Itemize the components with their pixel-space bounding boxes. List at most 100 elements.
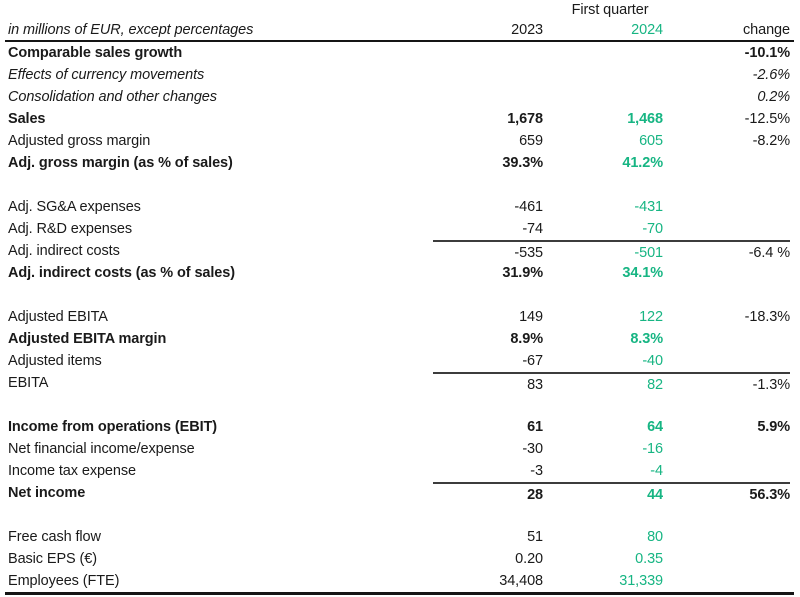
- table-row: Adj. indirect costs (as % of sales) 31.9…: [5, 262, 794, 284]
- row-right-pad: [790, 306, 794, 328]
- value-2023: -30: [522, 441, 543, 457]
- value-change: -2.6%: [752, 67, 790, 83]
- value-2024: 44: [543, 482, 663, 504]
- value-2023: 51: [527, 529, 543, 545]
- value-2023: -74: [522, 221, 543, 237]
- table-row: Adjusted EBITA 149 122 -18.3%: [5, 306, 794, 328]
- row-right-pad: [790, 438, 794, 460]
- row-label: EBITA: [8, 375, 49, 391]
- value-change: [663, 262, 790, 284]
- value-change: 5.9%: [757, 419, 790, 435]
- value-change: -1.3%: [663, 372, 790, 394]
- table-row: Employees (FTE) 34,408 31,339: [5, 570, 794, 592]
- table-row: Basic EPS (€) 0.20 0.35: [5, 548, 794, 570]
- table-row: Net financial income/expense -30 -16: [5, 438, 794, 460]
- value-change: [663, 438, 790, 460]
- row-right-pad: [790, 526, 794, 548]
- value-change: [663, 350, 790, 372]
- value-change: 0.2%: [757, 89, 790, 105]
- row-right-pad: [790, 196, 794, 218]
- row-label: Income from operations (EBIT): [8, 419, 217, 435]
- value-2024: 1,468: [627, 111, 663, 127]
- column-header-2023: 2023: [511, 22, 543, 38]
- row-right-pad: [790, 570, 794, 592]
- spacer-row: [5, 504, 794, 526]
- row-label: Adjusted items: [8, 353, 102, 369]
- table-row: Effects of currency movements -2.6%: [5, 64, 794, 86]
- row-right-pad: [790, 548, 794, 570]
- row-right-pad: [790, 152, 794, 174]
- value-change: -8.2%: [752, 133, 790, 149]
- row-right-pad: [790, 262, 794, 284]
- table-header-row: in millions of EUR, except percentages 2…: [5, 20, 794, 42]
- column-header-change: change: [743, 22, 790, 38]
- row-label: Adjusted EBITA: [8, 309, 108, 325]
- spacer-row: [5, 174, 794, 196]
- value-2024: 605: [639, 133, 663, 149]
- row-label: Net financial income/expense: [8, 441, 195, 457]
- value-2024: -431: [634, 199, 663, 215]
- table-row: Adj. R&D expenses -74 -70: [5, 218, 794, 240]
- value-change: [663, 328, 790, 350]
- column-header-2024: 2024: [631, 22, 663, 38]
- row-right-pad: [790, 350, 794, 372]
- row-right-pad: [790, 328, 794, 350]
- first-quarter-group-header: First quarter: [571, 2, 649, 18]
- value-change: -18.3%: [744, 309, 790, 325]
- table-row: Free cash flow 51 80: [5, 526, 794, 548]
- value-2024: [543, 42, 663, 64]
- row-label: Adj. indirect costs: [8, 243, 120, 259]
- unit-note-label: in millions of EUR, except percentages: [8, 22, 254, 38]
- table-row: Adjusted gross margin 659 605 -8.2%: [5, 130, 794, 152]
- value-2023: [433, 86, 543, 108]
- row-label: Sales: [8, 111, 46, 127]
- row-label: Net income: [8, 485, 86, 501]
- value-2023: [433, 42, 543, 64]
- value-change: [663, 196, 790, 218]
- row-right-pad: [790, 42, 794, 64]
- value-2023: 39.3%: [502, 155, 543, 171]
- table-row: Sales 1,678 1,468 -12.5%: [5, 108, 794, 130]
- value-2024: 31,339: [619, 573, 663, 589]
- spacer-row: [5, 394, 794, 416]
- value-2023: [433, 64, 543, 86]
- value-2024: 64: [647, 419, 663, 435]
- table-row: Adj. indirect costs -535 -501 -6.4 %: [5, 240, 794, 262]
- row-right-pad: [790, 240, 794, 262]
- row-label: Adjusted EBITA margin: [8, 331, 167, 347]
- value-2023: 31.9%: [502, 265, 543, 281]
- value-2023: -535: [433, 240, 543, 262]
- table-bottom-rule: [5, 592, 794, 595]
- row-right-pad: [790, 460, 794, 482]
- value-2024: 122: [639, 309, 663, 325]
- table-row: Comparable sales growth -10.1%: [5, 42, 794, 64]
- value-2024: [543, 86, 663, 108]
- value-2024: 0.35: [635, 551, 663, 567]
- value-2023: 8.9%: [510, 331, 543, 347]
- row-right-pad: [790, 86, 794, 108]
- value-2023: 83: [433, 372, 543, 394]
- value-change: -12.5%: [744, 111, 790, 127]
- row-label: Effects of currency movements: [8, 67, 205, 83]
- row-right-pad: [790, 416, 794, 438]
- value-2024: -40: [642, 353, 663, 369]
- table-row: Adj. SG&A expenses -461 -431: [5, 196, 794, 218]
- value-2024: -70: [642, 221, 663, 237]
- value-2023: 1,678: [507, 111, 543, 127]
- row-right-pad: [790, 64, 794, 86]
- row-label: Adj. gross margin (as % of sales): [8, 155, 233, 171]
- table-row: Income from operations (EBIT) 61 64 5.9%: [5, 416, 794, 438]
- value-2024: 41.2%: [622, 155, 663, 171]
- table-row: EBITA 83 82 -1.3%: [5, 372, 794, 394]
- value-2024: 82: [543, 372, 663, 394]
- value-change: [663, 218, 790, 240]
- value-change: [663, 152, 790, 174]
- value-2023: 61: [527, 419, 543, 435]
- table-row: Adjusted items -67 -40: [5, 350, 794, 372]
- table-row: Income tax expense -3 -4: [5, 460, 794, 482]
- table-body: Comparable sales growth -10.1% Effects o…: [5, 42, 794, 592]
- value-change: 56.3%: [663, 482, 790, 504]
- value-2023: 0.20: [515, 551, 543, 567]
- row-label: Employees (FTE): [8, 573, 120, 589]
